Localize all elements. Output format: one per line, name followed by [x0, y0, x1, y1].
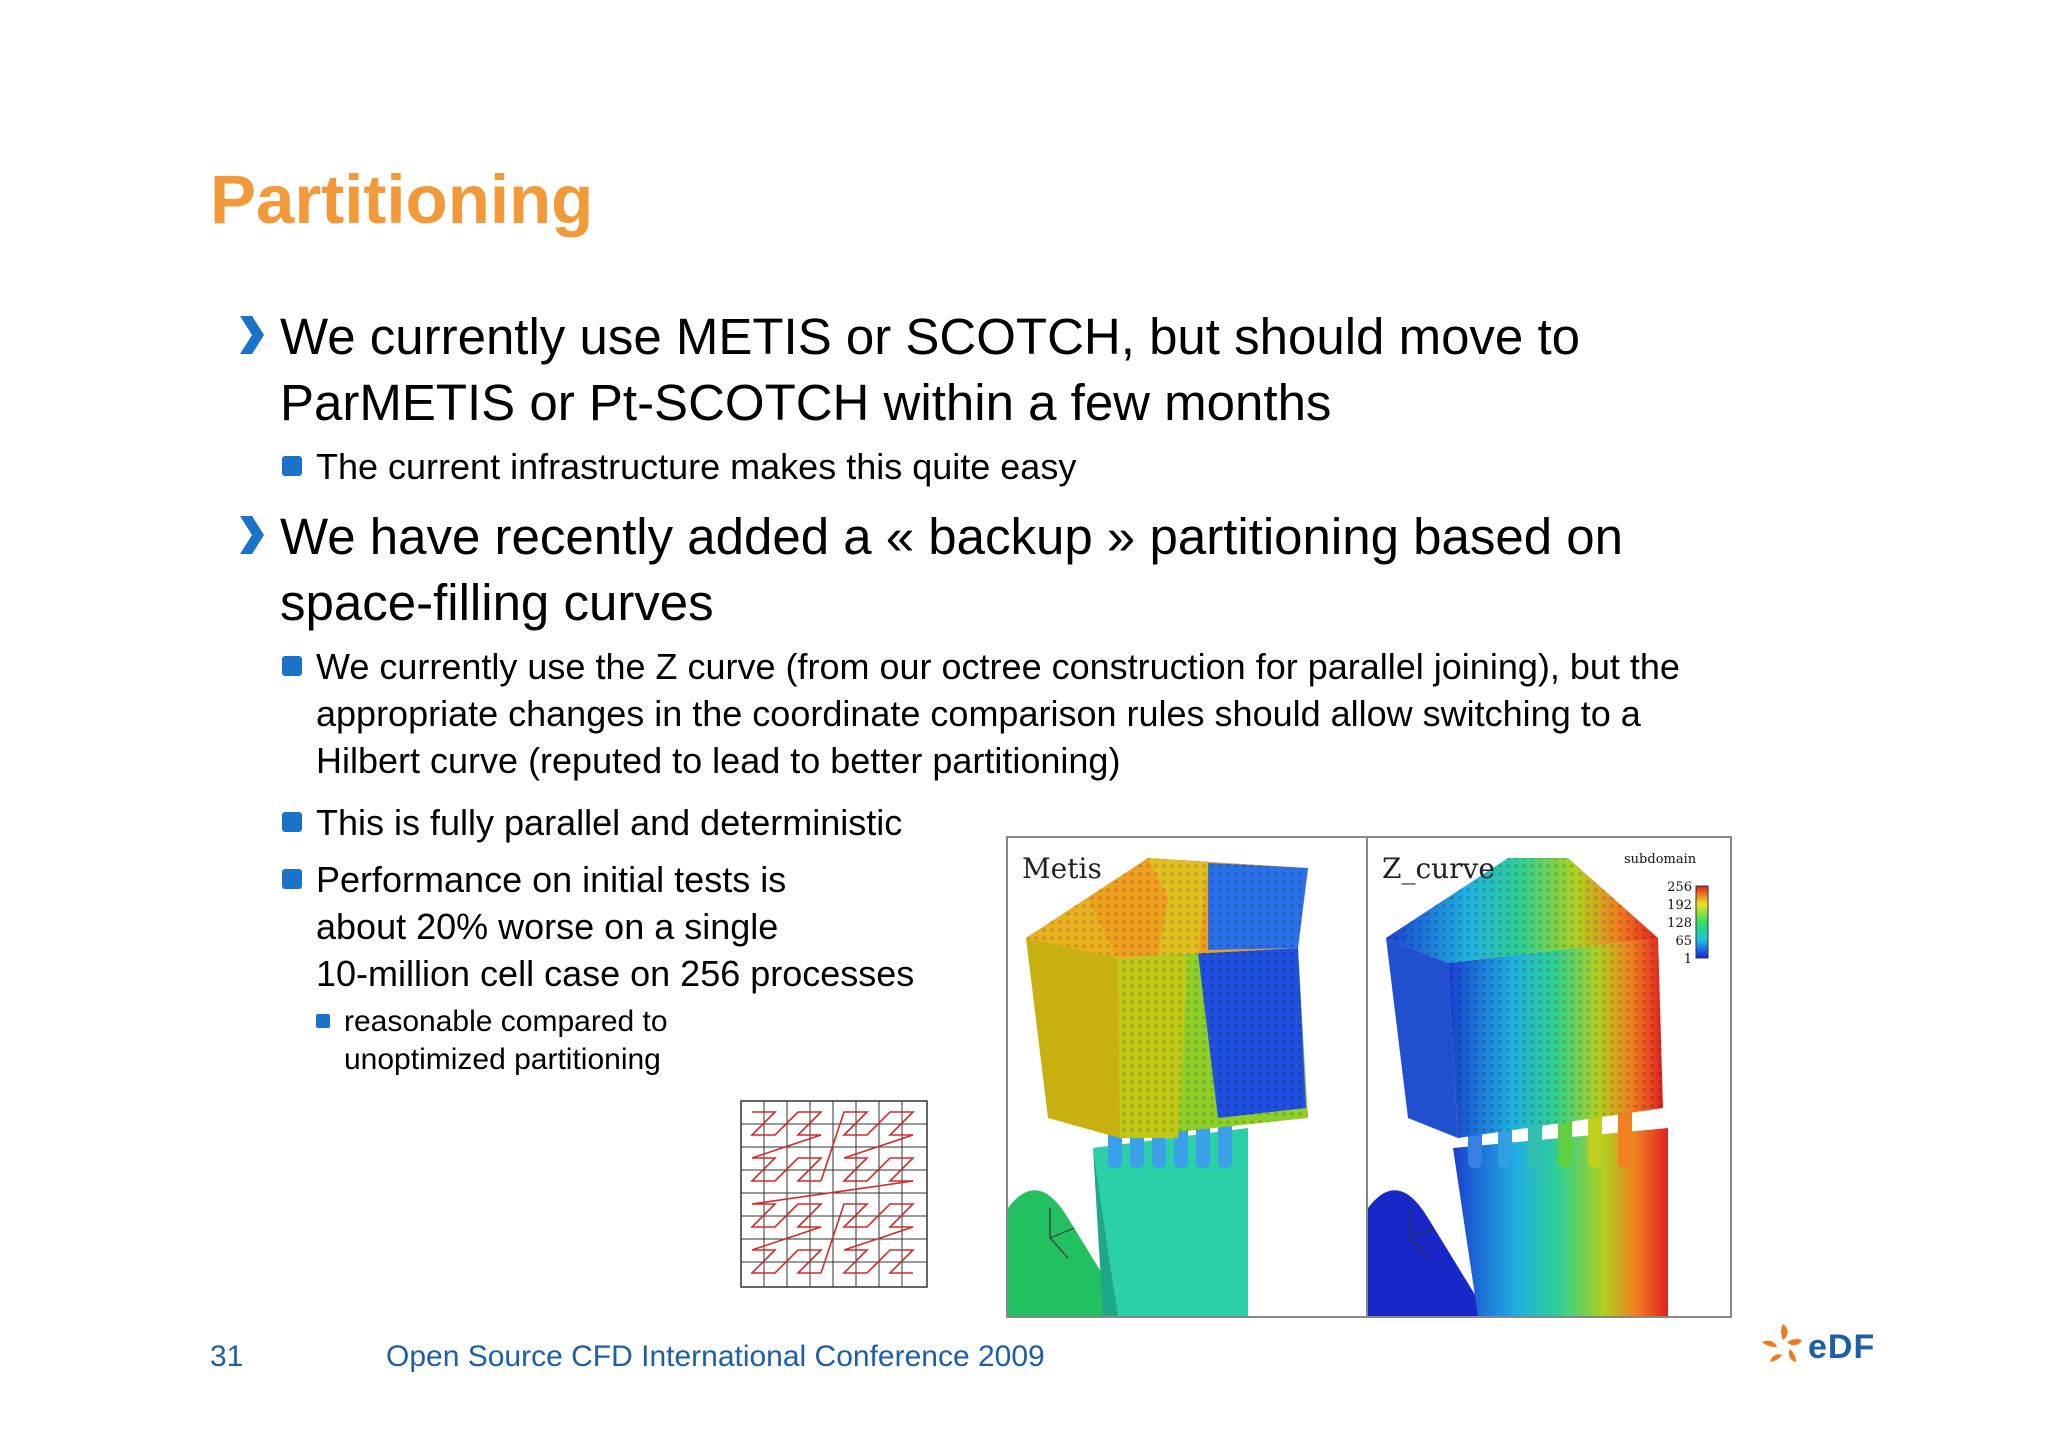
conference-name: Open Source CFD International Conference…	[386, 1340, 1045, 1373]
z-curve-label: Z_curve	[1382, 852, 1495, 885]
z-curve-partition-panel: Z_curve subdomain 256 192 128 65 1	[1366, 836, 1732, 1318]
legend-value: 65	[1675, 934, 1692, 949]
bullet-2-sub-3-line-2: about 20% worse on a single	[316, 906, 779, 947]
sub-bullet-square-icon	[282, 812, 302, 832]
metis-partition-panel: Metis	[1006, 836, 1372, 1318]
bullet-arrow-icon	[240, 316, 264, 354]
sub-bullet-square-icon	[282, 869, 302, 889]
metis-label: Metis	[1022, 852, 1102, 885]
bullet-2-sub-1-line-1: We currently use the Z curve (from our o…	[316, 646, 1680, 687]
bullet-1-sub: The current infrastructure makes this qu…	[316, 446, 1077, 487]
z-curve-grid-illustration	[740, 1100, 928, 1288]
page-number: 31	[210, 1340, 244, 1373]
bullet-2-sub-3-line-1: Performance on initial tests is	[316, 859, 787, 900]
legend-value: 192	[1667, 898, 1692, 913]
legend-value: 256	[1667, 880, 1692, 895]
bullet-2-line-2: space-filling curves	[280, 574, 714, 631]
slide-title: Partitioning	[210, 161, 594, 238]
sub-bullet-square-icon	[282, 456, 302, 476]
bullet-2-sub-3-sub-line-2: unoptimized partitioning	[344, 1043, 661, 1076]
sub-sub-bullet-square-icon	[316, 1014, 330, 1028]
edf-logo-icon	[1762, 1324, 1802, 1362]
sub-bullet-square-icon	[282, 656, 302, 676]
bullet-2-sub-3-line-3: 10-million cell case on 256 processes	[316, 953, 915, 994]
bullet-2-sub-3-sub-line-1: reasonable compared to	[344, 1005, 668, 1038]
z-curve-partition-render	[1368, 858, 1709, 1316]
metis-partition-render	[1008, 858, 1308, 1316]
bullet-2-sub-2: This is fully parallel and deterministic	[316, 802, 903, 843]
edf-logo-text: eDF	[1808, 1328, 1876, 1366]
legend-value: 1	[1683, 952, 1692, 967]
bullet-2-sub-1-line-3: Hilbert curve (reputed to lead to better…	[316, 740, 1121, 781]
bullet-arrow-icon	[240, 516, 264, 554]
bullet-1-line-1: We currently use METIS or SCOTCH, but sh…	[280, 308, 1581, 365]
bullet-2-sub-1-line-2: appropriate changes in the coordinate co…	[316, 693, 1641, 734]
legend-value: 128	[1667, 916, 1692, 931]
bullet-2-line-1: We have recently added a « backup » part…	[280, 508, 1623, 565]
legend-title: subdomain	[1624, 852, 1697, 867]
bullet-1-line-2: ParMETIS or Pt-SCOTCH within a few month…	[280, 374, 1332, 431]
